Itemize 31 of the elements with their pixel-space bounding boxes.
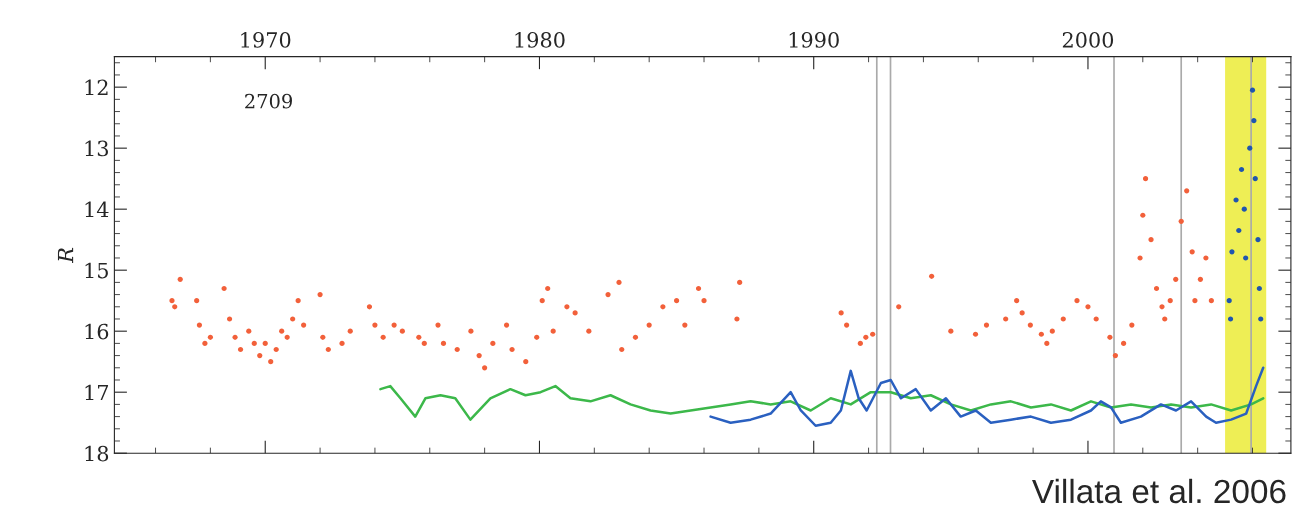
y-tick-label: 18 [85, 445, 109, 462]
point [1227, 316, 1234, 322]
y-tick-label: 13 [85, 140, 108, 157]
point [1229, 249, 1235, 255]
point [1256, 285, 1262, 292]
y-tick-label: 15 [85, 262, 108, 279]
point [1238, 166, 1245, 173]
point [1252, 176, 1258, 182]
point [1241, 206, 1247, 212]
annotation: 2709 [245, 93, 292, 109]
line-series [379, 384, 1265, 421]
y-tick-label: 12 [85, 79, 108, 96]
point [1226, 298, 1232, 304]
point [1236, 227, 1242, 234]
y-axis-title: R [57, 247, 74, 264]
x-tick-label: 1970 [241, 31, 291, 48]
point [1233, 197, 1239, 203]
point [1251, 118, 1257, 124]
y-tick-label: 14 [85, 201, 109, 218]
x-tick-label: 1990 [789, 31, 839, 48]
x-tick-label: 1980 [515, 31, 565, 48]
point [1247, 145, 1253, 151]
y-tick-label: 16 [85, 323, 109, 340]
line-series [709, 366, 1265, 427]
point [1258, 316, 1264, 322]
text: Villata et al. 2006 [1032, 478, 1286, 504]
point [1249, 87, 1256, 93]
x-tick-label: 2000 [1062, 31, 1114, 48]
point [1255, 237, 1261, 243]
point [1243, 255, 1249, 261]
y-tick-label: 17 [85, 384, 109, 401]
